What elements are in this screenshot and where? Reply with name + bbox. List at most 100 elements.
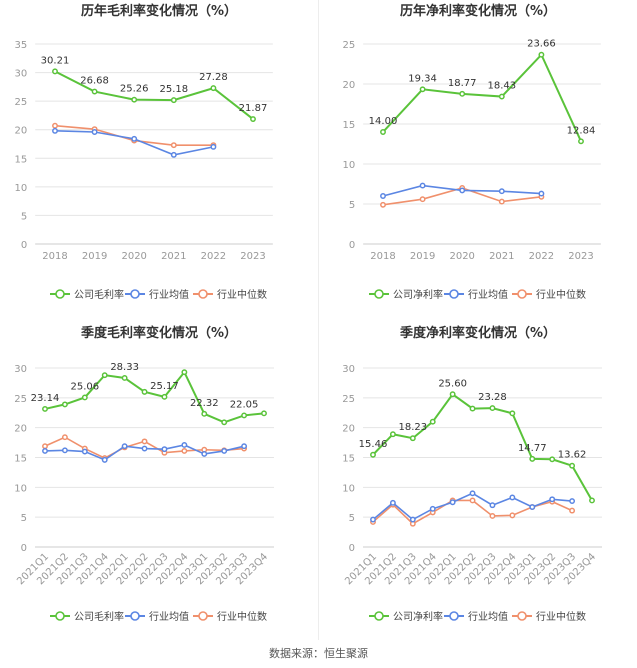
x-tick-label: 2023 [240,251,265,262]
data-point-company [389,431,396,438]
y-tick-label: 0 [349,240,355,251]
data-point-company [170,97,177,104]
data-point-avg [241,443,248,450]
y-tick-label: 30 [14,69,27,80]
data-point-avg [498,188,505,195]
data-point-company [509,410,516,417]
data-label: 14.00 [369,116,398,127]
legend-item-company[interactable]: 公司净利率 [369,288,443,301]
chart-title: 历年净利率变化情况（%） [400,3,556,19]
data-point-avg [469,490,476,497]
data-label: 25.26 [120,84,149,95]
legend-swatch-marker [374,289,384,299]
data-point-company [498,93,505,100]
data-label: 25.18 [159,84,188,95]
data-point-company [589,497,595,504]
x-tick-label: 2020 [449,251,474,262]
x-tick-label: 2022 [201,251,226,262]
legend-item-avg[interactable]: 行业均值 [125,610,189,623]
legend-item-median[interactable]: 行业中位数 [512,288,586,301]
legend-swatch-marker [130,289,140,299]
data-point-company [429,418,436,425]
legend-swatch-marker [198,289,208,299]
data-point-avg [141,445,148,452]
data-point-median [170,142,177,149]
legend-item-company[interactable]: 公司毛利率 [50,610,124,623]
data-point-median [509,512,516,519]
legend-item-avg[interactable]: 行业均值 [125,288,189,301]
legend-item-company[interactable]: 公司毛利率 [50,288,124,301]
legend-item-median[interactable]: 行业中位数 [193,610,267,623]
y-tick-label: 30 [342,364,355,375]
legend-swatch-marker [449,289,459,299]
data-point-avg [42,447,48,454]
data-point-median [498,198,505,205]
y-tick-label: 15 [14,454,27,465]
y-tick-label: 0 [21,543,27,554]
legend-label: 行业均值 [149,288,189,301]
y-tick-label: 10 [342,483,355,494]
y-tick-label: 25 [342,40,355,51]
legend-swatch-marker [55,289,65,299]
data-point-median [419,196,426,203]
legend-item-median[interactable]: 行业中位数 [512,610,586,623]
data-point-avg [161,446,168,453]
legend-label: 行业中位数 [536,288,586,301]
data-point-avg [489,502,496,509]
data-point-avg [91,129,98,135]
legend-label: 行业均值 [468,610,508,623]
data-point-company [489,405,496,412]
data-label: 27.28 [199,72,228,83]
legend-item-avg[interactable]: 行业均值 [444,610,508,623]
x-tick-label: 2019 [410,251,435,262]
data-point-company [409,435,416,442]
x-tick-label: 2020 [121,251,146,262]
legend-label: 公司毛利率 [74,610,124,623]
chart-title: 季度毛利率变化情况（%） [80,325,237,341]
data-point-company [241,412,248,419]
legend-item-avg[interactable]: 行业均值 [444,288,508,301]
data-point-avg [538,190,545,197]
x-tick-label: 2019 [82,251,107,262]
data-label: 18.43 [487,81,516,92]
data-point-avg [121,443,128,450]
x-tick-label: 2018 [370,251,395,262]
data-label: 23.14 [31,393,60,404]
legend-label: 行业中位数 [217,610,267,623]
data-label: 23.66 [527,39,556,50]
data-point-avg [370,516,376,523]
series-line-avg [372,492,573,521]
data-label: 28.33 [110,362,139,373]
data-point-median [489,513,496,519]
data-label: 14.77 [518,443,547,454]
legend-swatch-marker [198,611,208,621]
quarterly-net-margin-chart: 季度净利率变化情况（%） 0 5 10 15 20 25 30 2021Q1 2021Q2 2021… [319,322,637,642]
series-line-company [372,392,593,501]
y-tick-label: 5 [349,513,355,524]
data-point-company [131,96,138,103]
source-footer: 数据来源：恒生聚源 [269,647,368,660]
legend-item-company[interactable]: 公司净利率 [369,610,443,623]
y-tick-label: 20 [14,424,27,435]
y-tick-label: 25 [342,394,355,405]
legend-label: 行业中位数 [536,610,586,623]
data-point-median [569,507,576,514]
y-tick-label: 15 [342,120,355,131]
data-point-avg [61,447,68,454]
chart-svg: 季度毛利率变化情况（%）0510152025302021Q12021Q22021… [14,325,274,623]
annual-net-margin-chart: 历年净利率变化情况（%） 0 5 10 15 20 25 2018 2019 2020 2021 20… [319,0,637,320]
y-tick-label: 0 [349,543,355,554]
data-point-avg [429,505,436,512]
data-label: 25.06 [70,381,99,392]
legend-label: 公司净利率 [393,288,443,301]
y-tick-label: 35 [14,40,27,51]
data-point-company [380,129,386,135]
series-line-company [382,52,582,142]
data-point-avg [170,151,177,158]
data-point-avg [419,182,426,189]
y-tick-label: 5 [21,513,27,524]
data-label: 18.77 [448,78,477,89]
data-point-median [61,434,68,441]
legend-item-median[interactable]: 行业中位数 [193,288,267,301]
data-label: 23.28 [478,392,507,403]
